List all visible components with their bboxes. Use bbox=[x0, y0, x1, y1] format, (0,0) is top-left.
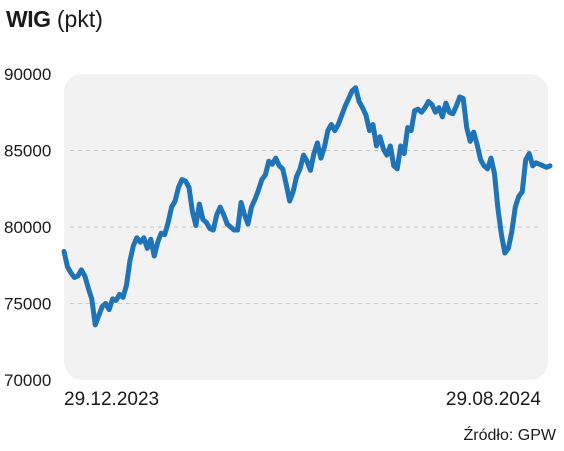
chart-title-main: WIG bbox=[6, 6, 51, 32]
y-tick-label: 85000 bbox=[4, 142, 51, 161]
x-tick-label: 29.08.2024 bbox=[446, 389, 542, 410]
chart-title-unit: (pkt) bbox=[56, 6, 103, 32]
y-tick-label: 75000 bbox=[4, 295, 51, 314]
x-tick-label: 29.12.2023 bbox=[64, 389, 159, 410]
chart-title: WIG (pkt) bbox=[6, 4, 103, 34]
y-tick-label: 70000 bbox=[4, 371, 51, 390]
source-note: Źródło: GPW bbox=[463, 427, 556, 444]
series-line bbox=[61, 85, 553, 328]
grid-lines bbox=[70, 150, 542, 304]
y-axis-ticks: 70000 75000 80000 85000 90000 bbox=[4, 65, 51, 390]
y-tick-label: 90000 bbox=[4, 65, 51, 84]
series-group bbox=[61, 85, 553, 328]
x-axis-ticks: 29.12.2023 29.08.2024 bbox=[64, 389, 541, 410]
y-tick-label: 80000 bbox=[4, 218, 51, 237]
